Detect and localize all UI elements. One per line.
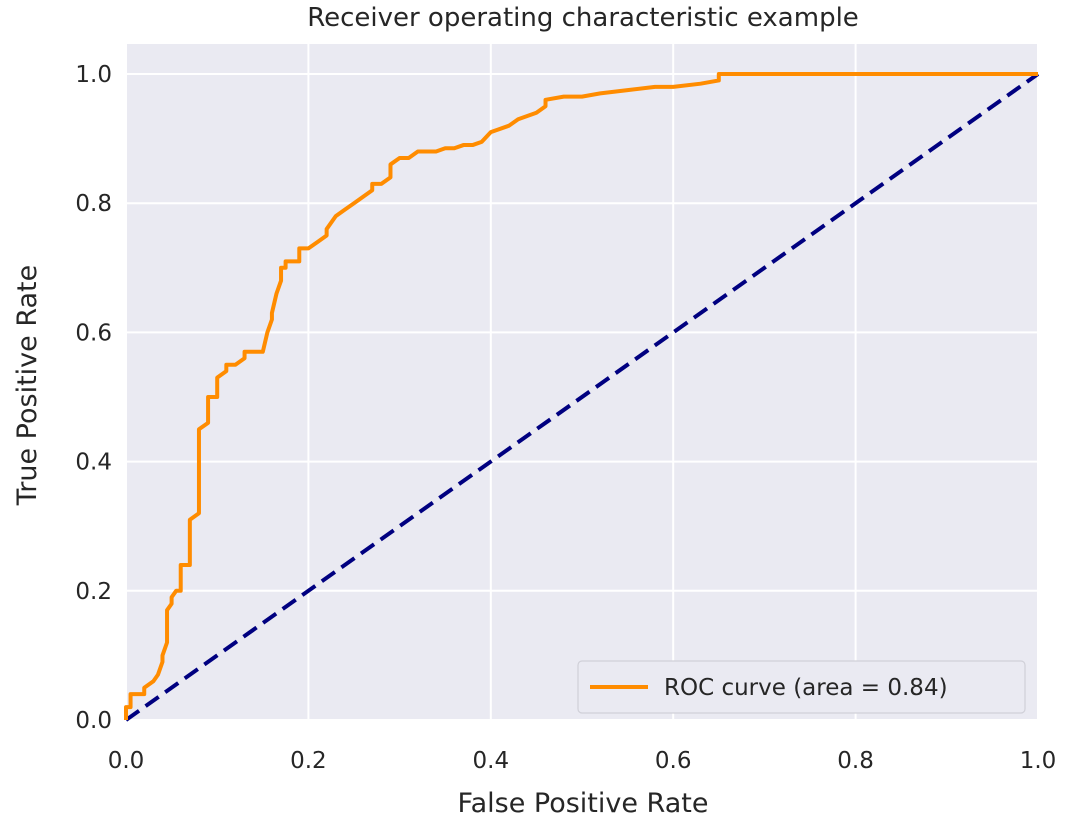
axis-ticks: 0.0 0.2 0.4 0.6 0.8 1.0 0.0 0.2 0.4 0.6 0.8 1.0 (75, 62, 1056, 774)
y-tick-label: 0.2 (75, 579, 112, 605)
series-line-chance (124, 72, 1040, 722)
legend-label-roc: ROC curve (area = 0.84) (664, 675, 948, 701)
x-axis-label: False Positive Rate (458, 788, 709, 819)
series-layer (124, 72, 1040, 722)
x-tick-label: 0.6 (655, 748, 692, 774)
y-tick-label: 0.8 (75, 191, 112, 217)
x-tick-label: 1.0 (1020, 748, 1057, 774)
y-axis-label: True Positive Rate (12, 265, 43, 507)
x-tick-label: 0.0 (108, 748, 145, 774)
x-tick-label: 0.8 (837, 748, 874, 774)
y-tick-label: 0.0 (75, 708, 112, 734)
x-tick-label: 0.4 (473, 748, 510, 774)
series-line-roc (124, 72, 1038, 720)
chart-title: Receiver operating characteristic exampl… (307, 3, 859, 33)
legend-box (577, 660, 1026, 714)
plot-area (126, 44, 1038, 720)
y-tick-label: 0.4 (75, 450, 112, 476)
grid-lines (125, 44, 1039, 721)
legend: ROC curve (area = 0.84) (577, 660, 1026, 714)
y-tick-label: 1.0 (75, 62, 112, 88)
x-tick-label: 0.2 (290, 748, 327, 774)
y-tick-label: 0.6 (75, 320, 112, 346)
